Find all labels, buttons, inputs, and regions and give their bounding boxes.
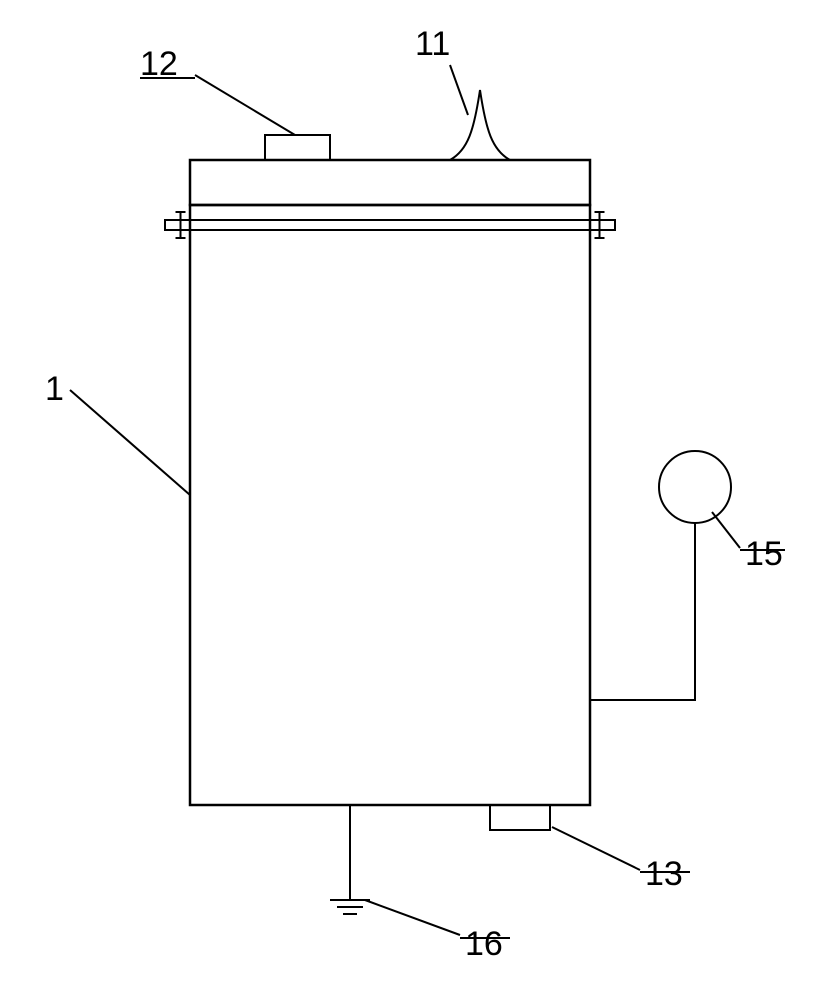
leader-line xyxy=(712,512,740,548)
leader-line xyxy=(552,827,640,870)
callout-label: 15 xyxy=(745,535,783,573)
callout-label: 16 xyxy=(465,925,503,963)
top-cap xyxy=(265,135,330,160)
callout-label: 1 xyxy=(45,370,64,408)
leader-line xyxy=(195,75,295,135)
gauge-head xyxy=(659,451,731,523)
bottom-drain xyxy=(490,805,550,830)
leader-line xyxy=(365,900,460,935)
callout-label: 13 xyxy=(645,855,683,893)
gauge-pipe xyxy=(590,523,695,700)
leader-line xyxy=(70,390,190,495)
callout-label: 11 xyxy=(415,25,450,63)
vessel-body xyxy=(190,205,590,805)
top-spike xyxy=(450,90,510,160)
flange-bar xyxy=(165,220,615,230)
vessel-lid xyxy=(190,160,590,205)
leader-line xyxy=(450,65,468,115)
